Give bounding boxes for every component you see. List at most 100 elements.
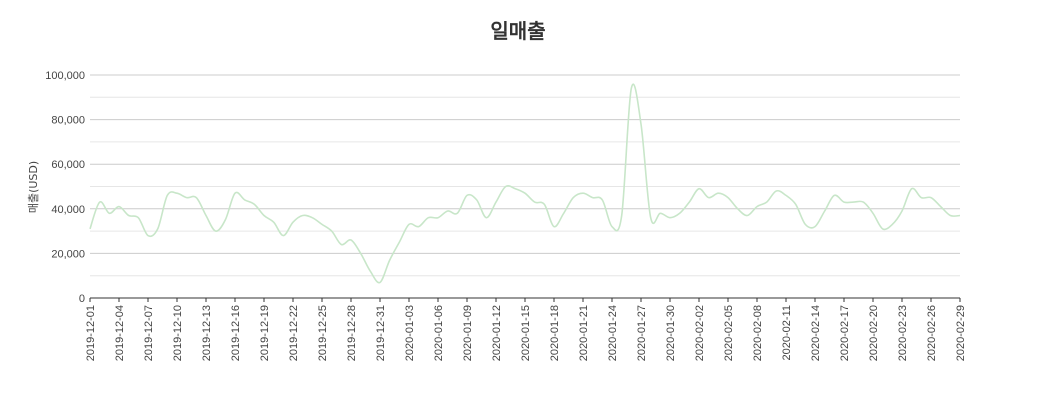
data-point[interactable]: [251, 201, 257, 207]
x-tick-label: 2019-12-22: [288, 305, 300, 361]
x-tick-label: 2020-02-05: [723, 305, 735, 361]
data-point[interactable]: [155, 226, 161, 232]
data-point[interactable]: [522, 190, 528, 196]
data-point[interactable]: [271, 219, 277, 225]
data-point[interactable]: [841, 199, 847, 205]
data-point[interactable]: [599, 197, 605, 203]
x-tick-label: 2019-12-13: [201, 305, 213, 361]
data-point[interactable]: [609, 224, 615, 230]
data-point[interactable]: [222, 217, 228, 223]
data-point[interactable]: [406, 221, 412, 227]
data-point[interactable]: [783, 192, 789, 198]
x-tick-label: 2020-01-21: [578, 305, 590, 361]
data-point[interactable]: [561, 210, 567, 216]
data-point[interactable]: [280, 233, 286, 239]
data-point[interactable]: [329, 228, 335, 234]
data-point[interactable]: [396, 239, 402, 245]
data-point[interactable]: [725, 195, 731, 201]
data-point[interactable]: [706, 195, 712, 201]
data-point[interactable]: [735, 206, 741, 212]
data-point[interactable]: [860, 199, 866, 205]
data-point[interactable]: [184, 195, 190, 201]
data-point[interactable]: [551, 224, 557, 230]
data-point[interactable]: [957, 213, 963, 219]
data-point[interactable]: [822, 208, 828, 214]
data-point[interactable]: [445, 208, 451, 214]
data-point[interactable]: [97, 199, 103, 205]
data-point[interactable]: [754, 204, 760, 210]
data-point[interactable]: [454, 210, 460, 216]
data-point[interactable]: [106, 210, 112, 216]
data-point[interactable]: [319, 221, 325, 227]
data-point[interactable]: [493, 199, 499, 205]
data-point[interactable]: [242, 197, 248, 203]
data-point[interactable]: [773, 188, 779, 194]
data-point[interactable]: [290, 219, 296, 225]
data-point[interactable]: [793, 201, 799, 207]
data-point[interactable]: [87, 226, 93, 232]
data-point[interactable]: [116, 204, 122, 210]
data-point[interactable]: [416, 224, 422, 230]
data-point[interactable]: [532, 199, 538, 205]
data-point[interactable]: [628, 85, 634, 91]
data-point[interactable]: [213, 228, 219, 234]
data-point[interactable]: [570, 195, 576, 201]
data-point[interactable]: [899, 208, 905, 214]
data-point[interactable]: [541, 201, 547, 207]
data-point[interactable]: [474, 197, 480, 203]
data-point[interactable]: [638, 121, 644, 127]
data-point[interactable]: [744, 213, 750, 219]
data-point[interactable]: [435, 215, 441, 221]
data-point[interactable]: [918, 195, 924, 201]
data-point[interactable]: [193, 195, 199, 201]
data-point[interactable]: [802, 221, 808, 227]
data-point[interactable]: [348, 237, 354, 243]
data-point[interactable]: [851, 199, 857, 205]
x-tick-label: 2019-12-10: [172, 305, 184, 361]
data-point[interactable]: [338, 242, 344, 248]
data-point[interactable]: [812, 224, 818, 230]
data-point[interactable]: [928, 195, 934, 201]
data-point[interactable]: [367, 268, 373, 274]
data-point[interactable]: [135, 215, 141, 221]
data-point[interactable]: [909, 186, 915, 192]
data-point[interactable]: [648, 215, 654, 221]
data-point[interactable]: [870, 210, 876, 216]
data-point[interactable]: [580, 190, 586, 196]
data-point[interactable]: [358, 250, 364, 256]
data-point[interactable]: [831, 192, 837, 198]
data-point[interactable]: [657, 210, 663, 216]
data-point[interactable]: [696, 186, 702, 192]
data-point[interactable]: [174, 190, 180, 196]
x-tick-label: 2020-02-17: [839, 305, 851, 361]
data-point[interactable]: [309, 215, 315, 221]
data-point[interactable]: [667, 215, 673, 221]
data-point[interactable]: [425, 215, 431, 221]
data-point[interactable]: [145, 233, 151, 239]
data-point[interactable]: [619, 213, 625, 219]
data-point[interactable]: [715, 190, 721, 196]
x-tick-label: 2020-01-06: [433, 305, 445, 361]
data-point[interactable]: [387, 257, 393, 263]
data-point[interactable]: [377, 279, 383, 285]
data-point[interactable]: [261, 213, 267, 219]
data-point[interactable]: [512, 186, 518, 192]
data-point[interactable]: [764, 199, 770, 205]
data-point[interactable]: [503, 184, 509, 190]
data-point[interactable]: [686, 199, 692, 205]
data-point[interactable]: [203, 213, 209, 219]
data-point[interactable]: [590, 195, 596, 201]
data-point[interactable]: [938, 204, 944, 210]
data-point[interactable]: [947, 213, 953, 219]
data-point[interactable]: [164, 192, 170, 198]
data-point[interactable]: [677, 210, 683, 216]
data-point[interactable]: [464, 192, 470, 198]
data-point[interactable]: [300, 213, 306, 219]
y-tick-label: 0: [79, 293, 85, 305]
data-point[interactable]: [126, 213, 132, 219]
data-point[interactable]: [483, 215, 489, 221]
data-point[interactable]: [889, 221, 895, 227]
data-point[interactable]: [880, 226, 886, 232]
data-point[interactable]: [232, 190, 238, 196]
